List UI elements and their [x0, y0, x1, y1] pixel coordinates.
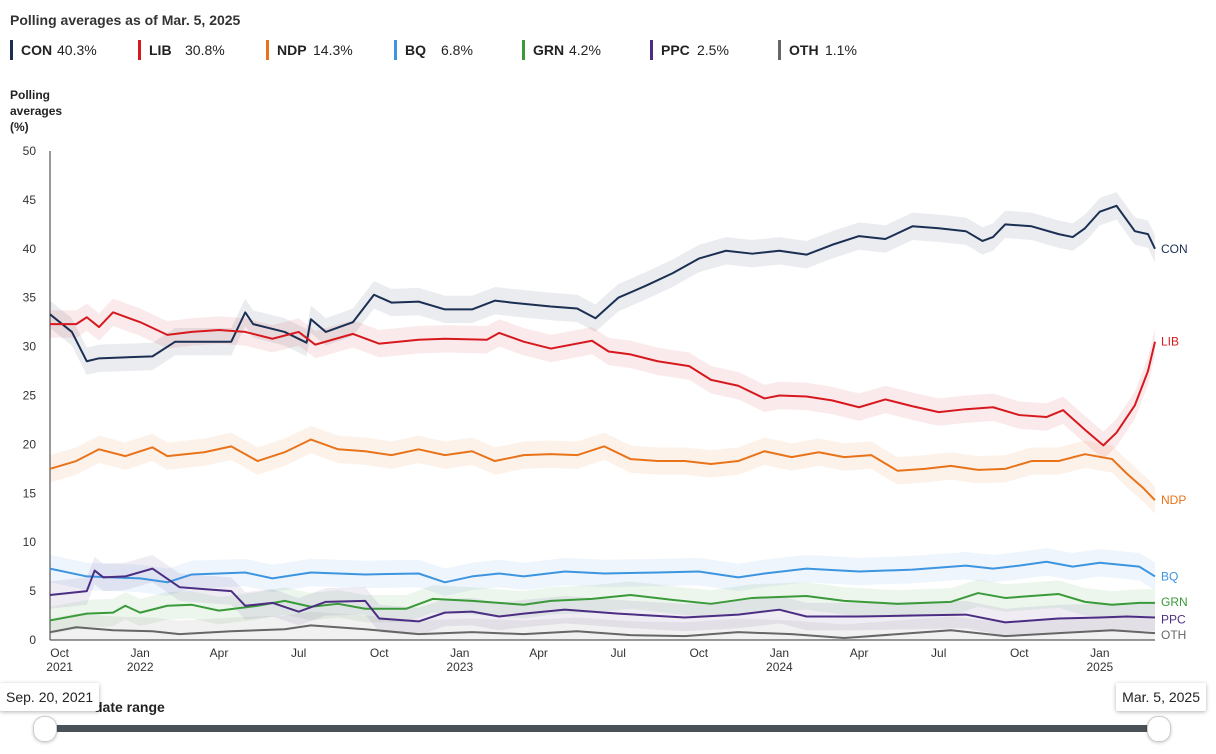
- legend-value: 40.3%: [57, 42, 97, 58]
- y-tick-label: 10: [23, 535, 37, 549]
- legend-item-grn: GRN 4.2%: [522, 40, 650, 60]
- legend-item-ndp: NDP 14.3%: [266, 40, 394, 60]
- series-line-oth: [49, 624, 1156, 640]
- y-tick-label: 40: [23, 242, 37, 256]
- legend-value: 30.8%: [185, 42, 225, 58]
- x-tick-label: Jul: [291, 646, 306, 660]
- x-tick-label: Jan: [131, 646, 150, 660]
- legend-item-ppc: PPC 2.5%: [650, 40, 778, 60]
- y-tick-label: 35: [23, 291, 37, 305]
- x-tick-year: 2022: [127, 660, 154, 674]
- range-start-tooltip: Sep. 20, 2021: [0, 683, 100, 711]
- x-tick-label: Oct: [1010, 646, 1029, 660]
- legend-swatch: [266, 40, 269, 60]
- x-tick-year: 2025: [1086, 660, 1113, 674]
- series-line-con: [49, 204, 1156, 363]
- series-line-ppc: [49, 567, 1156, 624]
- x-tick-year: 2021: [46, 660, 73, 674]
- legend-swatch: [138, 40, 141, 60]
- legend-value: 2.5%: [697, 42, 729, 58]
- legend-value: 6.8%: [441, 42, 473, 58]
- legend-swatch: [650, 40, 653, 60]
- series-line-bq: [49, 560, 1156, 584]
- y-tick-label: 50: [23, 144, 37, 158]
- legend-swatch: [10, 40, 13, 60]
- y-tick-label: 0: [29, 633, 36, 647]
- y-tick-label: 15: [23, 486, 37, 500]
- x-tick-label: Jul: [611, 646, 626, 660]
- range-start-handle[interactable]: [33, 716, 57, 742]
- legend-swatch: [778, 40, 781, 60]
- series-end-label: OTH: [1161, 628, 1186, 642]
- legend-item-lib: LIB 30.8%: [138, 40, 266, 60]
- legend-code: NDP: [277, 42, 307, 58]
- confidence-band-bq: [50, 548, 1155, 596]
- x-tick-label: Oct: [50, 646, 69, 660]
- legend-value: 1.1%: [825, 42, 857, 58]
- series-end-label: NDP: [1161, 493, 1186, 507]
- confidence-band-grn: [50, 579, 1155, 635]
- y-tick-label: 5: [29, 584, 36, 598]
- y-tick-label: 30: [23, 340, 37, 354]
- series-end-label: CON: [1161, 242, 1188, 256]
- series-line-lib: [50, 311, 1156, 447]
- legend-value: 4.2%: [569, 42, 601, 58]
- y-tick-label: 45: [23, 193, 37, 207]
- legend: CON 40.3% LIB 30.8% NDP 14.3% BQ 6.8% GRN 4.2% PPC…: [10, 40, 906, 60]
- legend-swatch: [394, 40, 397, 60]
- y-tick-label: 20: [23, 437, 37, 451]
- date-range-slider-track[interactable]: [44, 725, 1158, 732]
- legend-item-bq: BQ 6.8%: [394, 40, 522, 60]
- confidence-band-oth: [50, 611, 1155, 640]
- y-tick-label: 25: [23, 389, 37, 403]
- confidence-band-ndp: [50, 425, 1155, 514]
- x-tick-label: Oct: [370, 646, 389, 660]
- series-end-label: LIB: [1161, 335, 1179, 349]
- legend-item-con: CON 40.3%: [10, 40, 138, 60]
- legend-value: 14.3%: [313, 42, 353, 58]
- x-tick-label: Apr: [850, 646, 869, 660]
- chart-title: Polling averages as of Mar. 5, 2025: [10, 12, 241, 28]
- legend-swatch: [522, 40, 525, 60]
- y-axis-label: Polling averages (%): [10, 88, 63, 134]
- series-end-label: BQ: [1161, 569, 1178, 583]
- x-tick-year: 2023: [446, 660, 473, 674]
- series-end-label: PPC: [1161, 613, 1186, 627]
- range-end-handle[interactable]: [1147, 716, 1171, 742]
- x-tick-label: Jul: [931, 646, 946, 660]
- legend-code: GRN: [533, 42, 565, 58]
- series-line-ndp: [49, 438, 1156, 501]
- x-tick-label: Apr: [210, 646, 229, 660]
- range-end-tooltip: Mar. 5, 2025: [1116, 683, 1206, 711]
- legend-code: LIB: [149, 42, 172, 58]
- legend-item-oth: OTH 1.1%: [778, 40, 906, 60]
- legend-code: BQ: [405, 42, 426, 58]
- legend-code: PPC: [661, 42, 690, 58]
- x-tick-label: Jan: [1090, 646, 1109, 660]
- x-tick-label: Jan: [450, 646, 469, 660]
- x-tick-year: 2024: [766, 660, 793, 674]
- x-tick-label: Oct: [689, 646, 708, 660]
- confidence-band-lib: [50, 298, 1155, 460]
- x-tick-label: Jan: [770, 646, 789, 660]
- date-range-label: date range: [94, 699, 165, 715]
- x-tick-label: Apr: [529, 646, 548, 660]
- legend-code: CON: [21, 42, 53, 58]
- series-line-grn: [49, 592, 1155, 622]
- legend-code: OTH: [789, 42, 819, 58]
- series-end-label: GRN: [1161, 595, 1188, 609]
